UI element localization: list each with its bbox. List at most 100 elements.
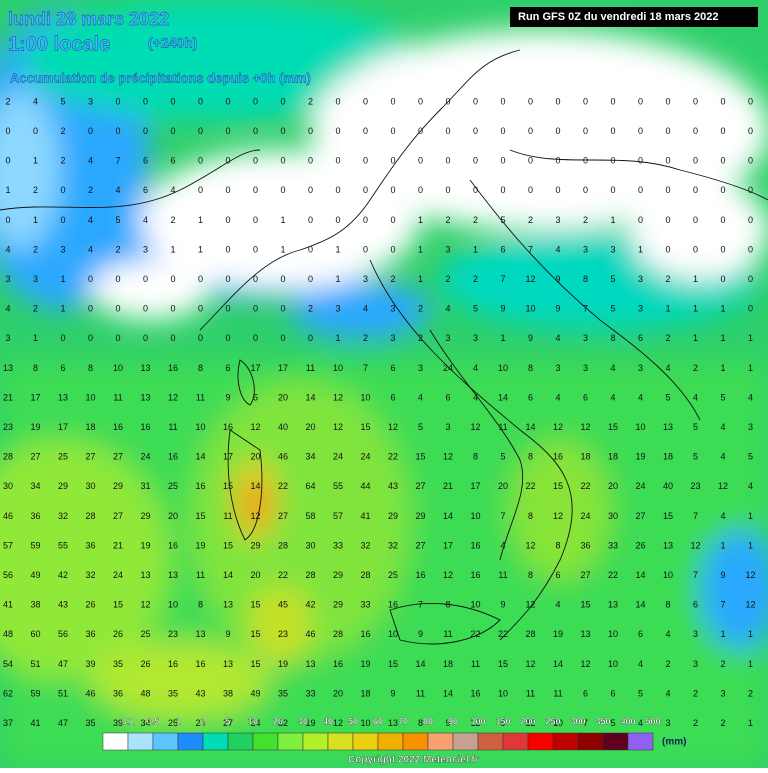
grid-value: 35 bbox=[168, 688, 178, 698]
grid-value: 22 bbox=[580, 481, 590, 491]
grid-value: 12 bbox=[745, 600, 755, 610]
grid-value: 0 bbox=[253, 185, 258, 195]
grid-value: 13 bbox=[305, 659, 315, 669]
grid-value: 0 bbox=[418, 126, 423, 136]
legend: (mm) 0.1 0.5 1 2 5 10 20 30 40 50 60 70 80 90 100 150 20… bbox=[102, 716, 686, 751]
grid-value: 2 bbox=[693, 688, 698, 698]
grid-value: 0 bbox=[363, 215, 368, 225]
grid-value: 36 bbox=[113, 688, 123, 698]
grid-value: 24 bbox=[360, 452, 370, 462]
grid-value: 14 bbox=[635, 600, 645, 610]
grid-value: 13 bbox=[663, 422, 673, 432]
grid-value: 0 bbox=[280, 156, 285, 166]
grid-value: 34 bbox=[140, 718, 150, 728]
grid-value: 1 bbox=[418, 215, 423, 225]
grid-value: 2 bbox=[115, 244, 120, 254]
grid-value: 13 bbox=[223, 600, 233, 610]
grid-value: 46 bbox=[278, 452, 288, 462]
grid-value: 62 bbox=[3, 688, 13, 698]
grid-value: 0 bbox=[720, 126, 725, 136]
grid-value: 10 bbox=[333, 363, 343, 373]
grid-value: 55 bbox=[333, 481, 343, 491]
grid-value: 12 bbox=[580, 422, 590, 432]
grid-value: 4 bbox=[555, 392, 560, 402]
grid-value: 4 bbox=[720, 422, 725, 432]
grid-value: 38 bbox=[30, 600, 40, 610]
grid-value: 9 bbox=[500, 718, 505, 728]
legend-label: 0.1 bbox=[122, 716, 135, 726]
grid-value: 0 bbox=[473, 185, 478, 195]
grid-value: 33 bbox=[360, 600, 370, 610]
grid-value: 0 bbox=[445, 126, 450, 136]
grid-value: 15 bbox=[415, 452, 425, 462]
grid-value: 27 bbox=[30, 452, 40, 462]
grid-value: 35 bbox=[85, 718, 95, 728]
grid-value: 33 bbox=[305, 688, 315, 698]
grid-value: 14 bbox=[443, 511, 453, 521]
grid-value: 26 bbox=[85, 600, 95, 610]
legend-label: 150 bbox=[495, 716, 510, 726]
grid-value: 48 bbox=[140, 688, 150, 698]
grid-value: 31 bbox=[140, 481, 150, 491]
grid-value: 0 bbox=[115, 126, 120, 136]
legend-swatch bbox=[427, 732, 454, 751]
grid-value: 3 bbox=[665, 718, 670, 728]
grid-value: 2 bbox=[33, 244, 38, 254]
legend-unit: (mm) bbox=[662, 737, 686, 748]
grid-value: 20 bbox=[250, 452, 260, 462]
grid-value: 6 bbox=[390, 392, 395, 402]
grid-value: 8 bbox=[418, 718, 423, 728]
grid-value: 11 bbox=[553, 688, 562, 698]
grid-value: 0 bbox=[693, 96, 698, 106]
grid-value: 2 bbox=[445, 215, 450, 225]
grid-value: 0 bbox=[225, 156, 230, 166]
legend-label: 500 bbox=[645, 716, 660, 726]
grid-value: 12 bbox=[333, 422, 343, 432]
grid-value: 0 bbox=[555, 156, 560, 166]
grid-value: 14 bbox=[443, 688, 453, 698]
grid-value: 4 bbox=[555, 244, 560, 254]
grid-value: 57 bbox=[3, 540, 13, 550]
grid-value: 6 bbox=[583, 688, 588, 698]
grid-value: 1 bbox=[610, 215, 615, 225]
grid-value: 4 bbox=[5, 244, 10, 254]
grid-value: 3 bbox=[363, 274, 368, 284]
grid-value: 0 bbox=[280, 126, 285, 136]
legend-label: 400 bbox=[620, 716, 635, 726]
grid-value: 16 bbox=[360, 629, 370, 639]
grid-value: 36 bbox=[85, 540, 95, 550]
grid-value: 0 bbox=[638, 215, 643, 225]
grid-value: 16 bbox=[470, 570, 480, 580]
grid-value: 6 bbox=[143, 185, 148, 195]
grid-value: 46 bbox=[3, 511, 13, 521]
lead-time: (+240h) bbox=[148, 35, 197, 51]
legend-swatch bbox=[202, 732, 229, 751]
grid-value: 11 bbox=[526, 688, 535, 698]
grid-value: 20 bbox=[278, 392, 288, 402]
grid-value: 0 bbox=[638, 185, 643, 195]
grid-value: 51 bbox=[58, 688, 68, 698]
grid-value: 60 bbox=[30, 629, 40, 639]
grid-value: 6 bbox=[500, 244, 505, 254]
grid-value: 26 bbox=[635, 540, 645, 550]
grid-value: 12 bbox=[168, 392, 178, 402]
grid-value: 3 bbox=[610, 244, 615, 254]
grid-value: 0 bbox=[638, 126, 643, 136]
legend-label: 20 bbox=[273, 716, 283, 726]
grid-value: 0 bbox=[198, 304, 203, 314]
grid-value: 9 bbox=[445, 718, 450, 728]
grid-value: 25 bbox=[140, 629, 150, 639]
grid-value: 10 bbox=[635, 422, 645, 432]
grid-value: 1 bbox=[500, 333, 505, 343]
legend-label: 30 bbox=[298, 716, 308, 726]
legend-label: 80 bbox=[423, 716, 433, 726]
coastlines bbox=[0, 49, 768, 645]
grid-value: 1 bbox=[335, 333, 340, 343]
grid-value: 0 bbox=[253, 274, 258, 284]
grid-value: 39 bbox=[85, 659, 95, 669]
grid-value: 8 bbox=[198, 600, 203, 610]
grid-value: 28 bbox=[360, 570, 370, 580]
grid-value: 8 bbox=[528, 452, 533, 462]
grid-value: 23 bbox=[278, 629, 288, 639]
grid-value: 0 bbox=[720, 274, 725, 284]
